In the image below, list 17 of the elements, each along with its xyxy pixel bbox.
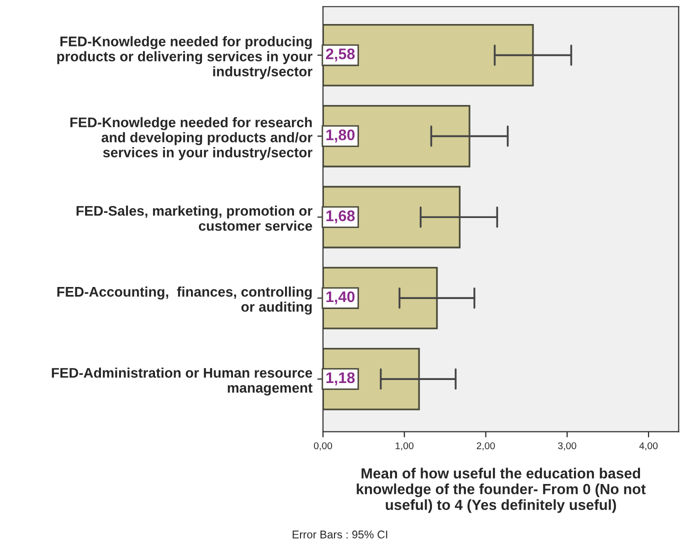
x-tick-label: 2,00 — [476, 442, 495, 450]
x-tick-label: 1,00 — [396, 442, 414, 450]
data-label: 1,18 — [326, 372, 355, 386]
x-axis-title: Mean of how useful the education based knowledge of the founder- From 0 (No not useful) to 4 (Yes definitely useful) — [356, 468, 646, 513]
data-label: 1,68 — [326, 210, 355, 224]
y-tick-label: FED-Knowledge needed for producing products or delivering services in your industry/sector — [57, 36, 312, 80]
text: Error Bars : 95% CI — [292, 530, 388, 538]
x-tick-label: 4,00 — [639, 442, 658, 450]
data-label: 1,40 — [326, 291, 355, 304]
y-tick-label: FED-Knowledge needed for research and developing products and/or services in your industry/sector — [70, 117, 312, 160]
y-tick-label: FED-Sales, marketing, promotion or customer service — [76, 206, 312, 231]
data-label: 2,58 — [326, 48, 355, 62]
data-label: 1,80 — [326, 129, 355, 142]
y-tick-label: FED-Administration or Human resource management — [52, 368, 312, 396]
x-tick-label: 3,00 — [558, 442, 576, 450]
x-tick-label: 0,00 — [314, 442, 332, 450]
y-tick-label: FED-Accounting, finances, controlling or auditing — [57, 286, 312, 315]
